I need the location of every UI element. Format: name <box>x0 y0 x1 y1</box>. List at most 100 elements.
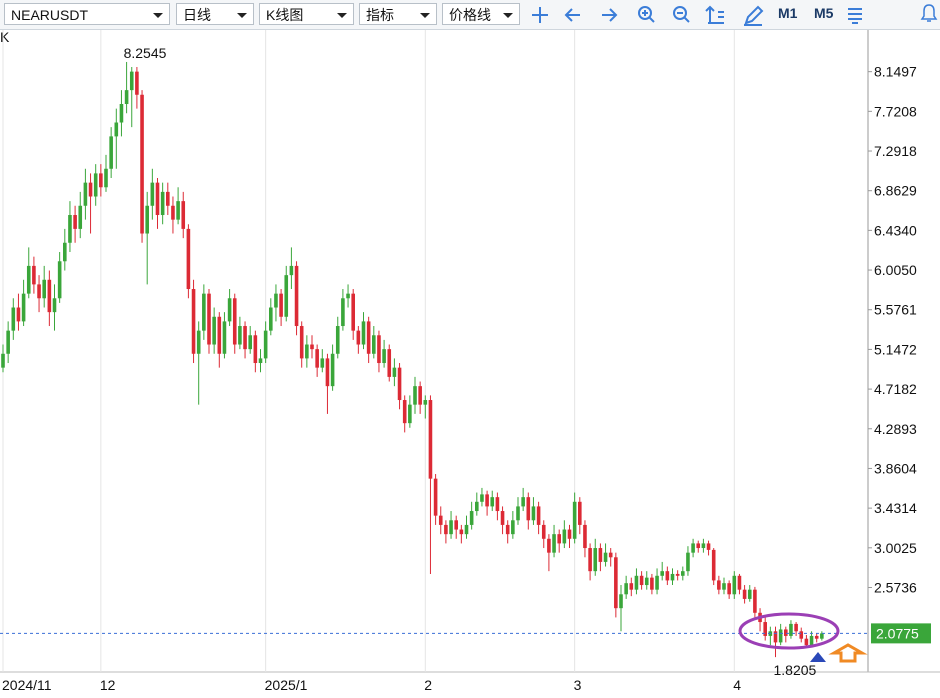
candle-body <box>753 589 757 613</box>
candle-body <box>16 307 21 322</box>
candle-body <box>361 321 366 345</box>
candle-body <box>99 173 103 188</box>
candle-body <box>433 478 438 516</box>
candle-body <box>644 577 649 586</box>
candle-body <box>495 497 500 512</box>
candle-body <box>655 575 659 590</box>
candle-body <box>232 298 237 345</box>
y-tick-label: 3.8604 <box>874 460 917 476</box>
candle-body <box>660 571 664 576</box>
candle-body <box>809 635 814 646</box>
candle-body <box>505 524 510 535</box>
candle-body <box>351 293 355 331</box>
candle-body <box>366 321 371 354</box>
candle-body <box>428 400 433 479</box>
candle-body <box>1 353 5 368</box>
zoom-out-icon[interactable] <box>673 6 690 23</box>
candle-body <box>181 201 186 229</box>
candle-body <box>397 367 402 401</box>
bell-icon[interactable] <box>920 2 938 26</box>
y-tick-label: 2.5736 <box>874 579 917 595</box>
candle-body <box>789 623 793 636</box>
candle-body <box>619 594 623 609</box>
candle-body <box>598 548 603 562</box>
candle-body <box>511 520 515 535</box>
symbol-select[interactable]: NEARUSDT <box>4 3 170 25</box>
candle-body <box>629 583 634 590</box>
candle-body <box>6 330 10 354</box>
candle-body <box>650 577 654 590</box>
candle-body <box>274 293 278 308</box>
candle-body <box>207 293 211 345</box>
candle-body <box>176 201 180 220</box>
axis-icon[interactable] <box>705 5 724 24</box>
candle-body <box>356 330 361 345</box>
draw-icon[interactable] <box>744 5 764 26</box>
price-line-select[interactable]: 价格线 <box>442 3 520 25</box>
candle-body <box>516 506 520 521</box>
candle-body <box>408 404 412 424</box>
y-tick-label: 4.7182 <box>874 381 917 397</box>
candle-body <box>191 289 196 354</box>
candle-body <box>691 543 695 553</box>
candle-body <box>269 307 273 331</box>
candle-body <box>717 580 721 590</box>
candle-body <box>320 358 325 368</box>
candle-body <box>603 552 608 562</box>
candle-body <box>552 534 556 553</box>
candle-body <box>145 205 149 234</box>
candle-body <box>711 549 716 581</box>
candle-body <box>387 349 392 377</box>
candle-body <box>418 386 422 405</box>
candle-body <box>614 557 618 609</box>
candle-body <box>32 265 36 285</box>
m1-button[interactable]: M1 <box>778 5 798 21</box>
y-tick-label: 4.2893 <box>874 421 917 437</box>
high-label: 8.2545 <box>124 45 167 61</box>
candle-body <box>196 330 201 354</box>
candle-body <box>42 279 46 299</box>
candle-body <box>737 575 742 590</box>
candle-body <box>212 316 216 345</box>
right-icon[interactable] <box>602 8 618 22</box>
candle-body <box>171 205 175 220</box>
candle-body <box>521 497 525 507</box>
candle-body <box>258 358 263 364</box>
candle-body <box>778 629 783 643</box>
crosshair-icon[interactable] <box>532 7 548 23</box>
candle-body <box>634 575 639 590</box>
candle-body <box>305 344 309 359</box>
candle-body <box>588 548 592 572</box>
candle-body <box>701 543 706 549</box>
low-label: 1.8205 <box>774 662 817 678</box>
zoom-in-icon[interactable] <box>638 6 655 23</box>
candle-body <box>794 623 798 632</box>
candle-body <box>335 326 340 354</box>
candle-body <box>238 326 242 345</box>
candle-body <box>202 293 206 331</box>
m5-button[interactable]: M5 <box>814 5 834 21</box>
candle-body <box>341 298 345 327</box>
y-tick-label: 5.5761 <box>874 302 917 318</box>
x-tick-label: 2024/11 <box>2 677 52 693</box>
candle-body <box>330 353 335 387</box>
candle-body <box>608 552 613 558</box>
menu-icon[interactable] <box>848 8 862 24</box>
candle-body <box>531 506 536 521</box>
indicator-select[interactable]: 指标 <box>359 3 437 25</box>
left-icon[interactable] <box>564 8 580 22</box>
candle-body <box>109 136 113 169</box>
period-select[interactable]: 日线 <box>176 3 254 25</box>
y-tick-label: 3.4314 <box>874 500 917 516</box>
candle-body <box>747 589 752 599</box>
candle-body <box>73 215 77 229</box>
candle-body <box>423 400 428 405</box>
orange-arrow <box>828 643 868 663</box>
candle-body <box>377 335 381 364</box>
y-tick-label: 6.8629 <box>874 183 917 199</box>
chart: K 2024/11 12 2025/1 2 3 4 8.1497 7.7208 7.2918 6.… <box>0 30 940 693</box>
candle-body <box>294 265 299 327</box>
chart-type-select[interactable]: K线图 <box>259 3 354 25</box>
candle-body <box>500 511 505 525</box>
candle-body <box>541 524 546 539</box>
